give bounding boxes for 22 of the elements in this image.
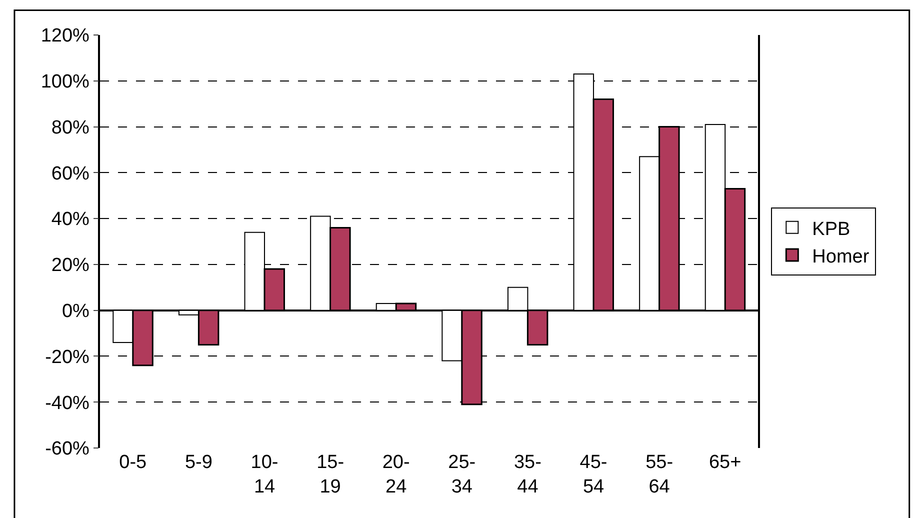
y-tick-label: 40% xyxy=(51,209,90,230)
y-tick-label: -20% xyxy=(45,346,90,368)
y-tick-label: 60% xyxy=(51,163,90,184)
y-tick-label: -60% xyxy=(45,438,90,460)
y-tick-label: 20% xyxy=(51,255,90,276)
x-tick-label: 0-5 xyxy=(119,452,147,473)
y-tick-label: 120% xyxy=(40,26,90,47)
y-tick-label: 100% xyxy=(40,72,90,93)
x-tick-label: 35- 44 xyxy=(514,452,542,498)
x-tick-label: 25- 34 xyxy=(448,452,476,498)
x-tick-label: 65+ xyxy=(708,452,742,473)
legend-label: Homer xyxy=(812,246,870,268)
x-tick-label: 45- 54 xyxy=(580,452,608,498)
x-tick-label: 5-9 xyxy=(184,452,212,473)
y-tick-label: 0% xyxy=(62,300,90,322)
legend-label: KPB xyxy=(812,218,850,240)
y-tick-label: -40% xyxy=(45,392,90,414)
y-tick-label: 80% xyxy=(51,117,90,138)
x-tick-label: 20- 24 xyxy=(382,452,410,498)
x-tick-label: 55- 64 xyxy=(646,452,674,498)
x-tick-label: 10- 14 xyxy=(250,452,278,498)
x-tick-label: 15- 19 xyxy=(316,452,344,498)
